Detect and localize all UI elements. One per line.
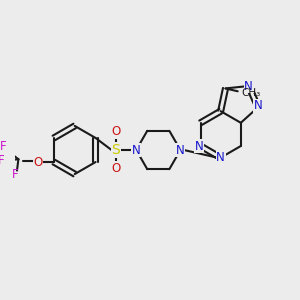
- Text: O: O: [34, 155, 43, 169]
- Text: O: O: [111, 162, 120, 175]
- Text: O: O: [111, 125, 120, 138]
- Text: N: N: [216, 151, 225, 164]
- Text: F: F: [0, 140, 6, 153]
- Text: F: F: [0, 154, 5, 167]
- Text: N: N: [132, 143, 141, 157]
- Text: N: N: [244, 80, 253, 92]
- Text: S: S: [111, 143, 120, 157]
- Text: F: F: [12, 168, 19, 181]
- Text: N: N: [195, 140, 203, 152]
- Text: N: N: [254, 99, 262, 112]
- Text: CH₃: CH₃: [241, 88, 260, 98]
- Text: N: N: [176, 143, 185, 157]
